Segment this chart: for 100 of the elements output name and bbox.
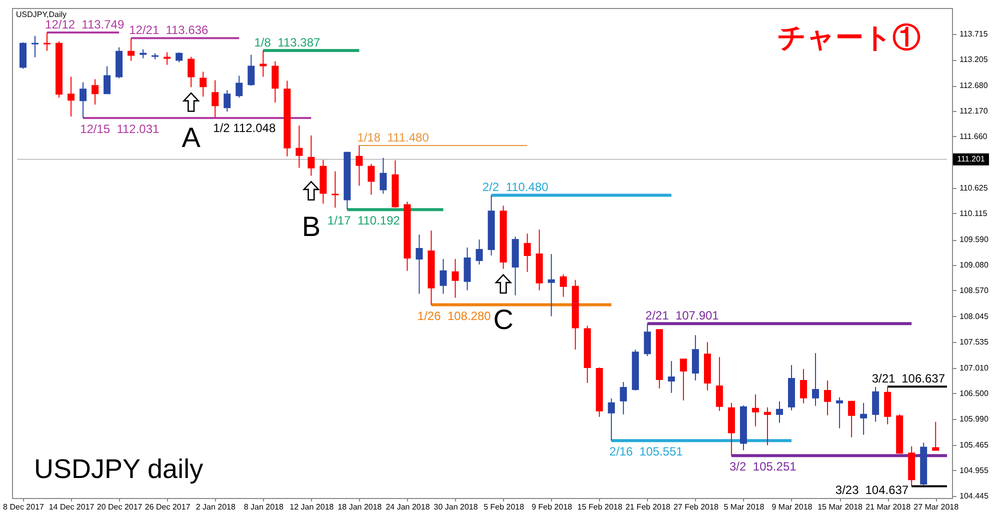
candlestick (80, 82, 87, 118)
annotation: USDJPY daily (34, 454, 204, 484)
ref-line-label: 112.031 (116, 122, 160, 136)
candlestick (620, 381, 627, 415)
y-tick-label: 112.680 (960, 81, 988, 90)
candlestick (128, 38, 135, 62)
annotation: 3/21 (872, 372, 896, 386)
x-tick-label: 27 Mar 2018 (914, 502, 960, 512)
candlestick (296, 125, 303, 168)
candlestick (824, 380, 832, 416)
ref-line-label: 113.749 (82, 17, 124, 32)
ref-line-label: 105.251 (752, 460, 797, 474)
annotation: 3/23 (835, 483, 860, 498)
candlestick (224, 90, 231, 112)
ref-line-label: 111.201 (957, 154, 986, 164)
x-tick-label: 26 Dec 2017 (144, 502, 191, 512)
candlestick (248, 54, 255, 86)
candlestick (452, 258, 459, 298)
y-tick-label: 106.500 (960, 388, 989, 398)
x-tick-label: 2 Jan 2018 (196, 502, 236, 512)
annotation: 12/15 (80, 122, 110, 136)
candlestick (440, 258, 447, 294)
candlestick (680, 358, 687, 401)
candlestick (668, 360, 675, 394)
candlestick (836, 396, 844, 429)
candlestick (884, 386, 892, 425)
candlestick (176, 52, 183, 63)
annotation: 1/26 (417, 308, 442, 323)
candlestick (776, 400, 783, 424)
candlestick (92, 78, 99, 106)
x-tick-label: 14 Dec 2017 (48, 502, 95, 512)
candlestick (764, 406, 771, 446)
x-tick-label: 8 Dec 2017 (3, 502, 45, 512)
annotation: A (182, 122, 201, 154)
y-tick-label: 108.045 (960, 312, 989, 321)
annotation: 3/2 (729, 460, 746, 474)
y-tick-label: 105.990 (960, 414, 989, 424)
annotation: C (493, 304, 514, 335)
candlestick (380, 157, 387, 194)
candlestick (212, 80, 219, 118)
y-tick-label: 107.010 (960, 364, 989, 373)
candlestick (32, 35, 39, 58)
ref-line-label: 111.480 (387, 130, 430, 144)
x-tick-label: 8 Jan 2018 (244, 502, 284, 512)
candlestick (200, 71, 207, 98)
candlestick (272, 60, 279, 104)
annotation: 2/16 (609, 444, 634, 459)
candlestick (464, 247, 471, 291)
ref-line-label: 107.901 (675, 308, 720, 323)
x-tick-label: 12 Jan 2018 (290, 502, 334, 512)
annotation: 2/2 (482, 180, 500, 194)
ref-line-label: 110.480 (506, 180, 549, 194)
x-tick-label: 9 Feb 2018 (532, 502, 573, 512)
annotation: B (302, 210, 321, 242)
annotation: 2/21 (645, 308, 670, 323)
y-tick-label: 109.590 (960, 235, 989, 244)
candlestick (860, 402, 868, 436)
candlestick (932, 421, 940, 451)
y-tick-label: 110.625 (960, 184, 988, 193)
candlestick (260, 50, 267, 78)
x-tick-label: 21 Feb 2018 (625, 502, 671, 512)
chart-subtitle: USDJPY,Daily (16, 10, 67, 19)
candlestick (608, 398, 615, 442)
candlestick (752, 394, 759, 427)
candlestick (476, 239, 483, 265)
y-tick-label: 105.465 (960, 440, 989, 450)
candlestick (104, 66, 111, 94)
ref-line-label: 108.280 (447, 308, 492, 323)
candlestick (692, 334, 699, 381)
x-tick-label: 5 Feb 2018 (484, 502, 525, 512)
candlestick (872, 386, 880, 422)
candlestick (308, 134, 315, 176)
annotation: 1/2 112.048 (213, 121, 276, 136)
candlestick (20, 42, 27, 70)
candlestick (848, 400, 856, 438)
y-tick-label: 111.660 (960, 132, 988, 141)
ref-line-label: 105.551 (639, 444, 684, 459)
y-tick-label: 107.535 (960, 337, 989, 346)
candlestick (188, 56, 195, 88)
ref-line-label: 104.637 (865, 483, 909, 498)
x-tick-label: 15 Feb 2018 (577, 502, 623, 512)
y-tick-label: 104.445 (960, 491, 989, 500)
candlestick (800, 368, 808, 404)
candlestick (44, 32, 51, 52)
candlestick (164, 52, 171, 66)
x-tick-label: 20 Dec 2017 (96, 502, 143, 512)
y-tick-label: 108.570 (960, 286, 989, 295)
annotation: 1/17 (327, 214, 352, 228)
annotation: 1/18 (357, 130, 381, 144)
x-tick-label: 24 Jan 2018 (386, 502, 430, 512)
candlestick (548, 253, 555, 317)
y-tick-label: 113.205 (960, 55, 988, 64)
ref-line-label: 113.636 (166, 23, 209, 38)
x-tick-label: 5 Mar 2018 (724, 502, 765, 512)
candlestick (716, 356, 723, 412)
text: チャート① (778, 22, 920, 53)
y-tick-label: 113.715 (960, 30, 988, 39)
candlestick (236, 75, 243, 98)
candlestick (416, 234, 423, 294)
y-tick-label: 104.955 (960, 466, 989, 475)
